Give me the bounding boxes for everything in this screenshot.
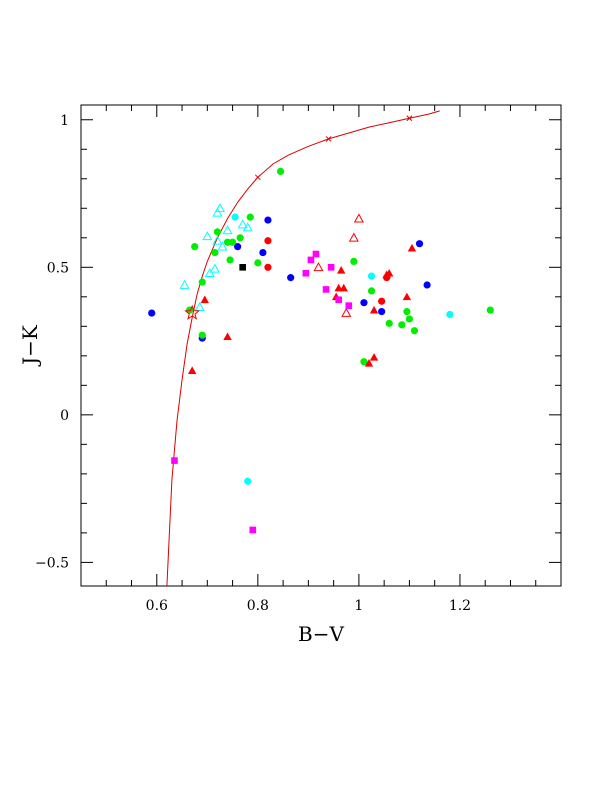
data-point-green-circle — [276, 167, 285, 175]
data-point-magenta-square — [345, 302, 353, 309]
tick-labels-group: 0.6 0.8 1 1.2 −0.5 0 0.5 1 — [35, 113, 471, 614]
data-point-magenta-square — [322, 286, 330, 293]
x-axis-label: B−V — [298, 622, 344, 646]
data-point-cyan-triangle-open — [204, 267, 215, 278]
data-point-red-circle — [264, 263, 272, 271]
data-point-cyan-triangle-open — [212, 207, 223, 217]
x-tick-label: 1.2 — [449, 598, 471, 614]
y-tick-label: 0.5 — [47, 260, 69, 276]
data-point-blue-circle — [259, 248, 267, 257]
data-point-red-triangle — [369, 305, 379, 314]
data-point-red-circle — [378, 297, 386, 305]
data-point-blue-circle — [378, 307, 386, 316]
data-point-green-circle — [213, 228, 222, 236]
data-point-green-circle — [191, 243, 199, 251]
y-tick-label: 0 — [60, 408, 69, 424]
data-point-cyan-triangle-open — [237, 219, 248, 229]
data-point-cyan-triangle-open — [194, 301, 205, 311]
data-point-green-circle — [223, 238, 232, 246]
data-point-red-triangle — [223, 332, 232, 341]
data-point-green-circle — [403, 307, 411, 316]
data-point-green-circle — [226, 256, 234, 264]
data-point-cyan-triangle-open — [242, 222, 253, 232]
data-point-red-triangle-open — [341, 307, 352, 317]
y-tick-label: 1 — [60, 113, 69, 129]
data-point-green-circle — [360, 358, 368, 366]
data-point-green-circle — [236, 234, 244, 242]
data-point-magenta-square — [249, 526, 257, 534]
data-point-magenta-square — [171, 457, 178, 464]
data-point-red-triangle — [337, 266, 346, 274]
data-point-magenta-square — [327, 264, 335, 271]
data-point-green-circle — [350, 257, 358, 265]
data-point-green-circle — [385, 319, 393, 327]
curve-x-marker-stroke — [254, 174, 261, 181]
data-point-blue-circle — [234, 243, 242, 251]
plot-frame — [80, 104, 562, 587]
data-point-green-circle — [254, 259, 262, 267]
data-point-red-triangle — [385, 269, 394, 277]
data-point-cyan-circle — [231, 213, 239, 221]
curve-x-marker — [254, 174, 261, 181]
data-point-blue-circle — [360, 299, 368, 307]
data-point-cyan-triangle-open — [214, 203, 225, 213]
x-tick-label: 1 — [354, 598, 363, 614]
data-point-green-circle — [398, 321, 406, 329]
data-point-cyan-circle — [244, 477, 252, 485]
curve-x-marker — [406, 115, 413, 122]
data-point-cyan-triangle-open — [202, 231, 213, 241]
data-point-blue-circle — [264, 216, 272, 224]
data-point-green-circle — [486, 306, 494, 314]
data-point-blue-circle — [287, 274, 295, 282]
data-point-green-circle — [211, 248, 219, 257]
data-point-red-triangle — [339, 283, 348, 292]
data-point-cyan-circle — [446, 310, 454, 319]
model-curve — [166, 110, 440, 586]
model-curve-group — [166, 110, 440, 586]
y-tick-label: −0.5 — [35, 555, 69, 571]
data-point-blue-circle — [423, 281, 431, 289]
data-point-black-square — [239, 264, 246, 271]
data-point-red-triangle — [407, 243, 417, 252]
x-tick-label: 0.8 — [247, 598, 269, 614]
data-point-red-circle — [264, 237, 272, 245]
plot-border — [80, 104, 562, 587]
sun-star-marker — [184, 304, 201, 320]
data-point-magenta-square — [302, 269, 310, 277]
data-point-cyan-triangle-open — [222, 225, 233, 235]
data-point-cyan-triangle-open — [217, 241, 228, 251]
data-point-green-circle — [367, 287, 376, 295]
data-point-magenta-square — [312, 250, 320, 258]
data-point-magenta-square — [307, 256, 315, 264]
curve-x-marker-stroke — [406, 115, 413, 122]
data-point-magenta-square — [335, 296, 342, 304]
data-point-cyan-triangle-open — [212, 235, 223, 245]
curve-x-marker — [325, 136, 332, 142]
data-point-red-triangle — [200, 295, 209, 304]
x-tick-label: 0.6 — [146, 598, 168, 614]
data-point-green-circle — [405, 315, 414, 323]
data-point-green-circle — [410, 327, 419, 335]
data-point-cyan-circle — [367, 272, 376, 280]
y-axis-label: J−K — [18, 324, 42, 367]
data-point-red-triangle — [402, 292, 412, 301]
data-point-cyan-triangle-open — [209, 263, 220, 273]
data-point-red-triangle — [364, 359, 374, 367]
data-point-red-triangle — [369, 353, 379, 361]
data-point-green-circle — [246, 213, 254, 221]
data-point-red-triangle-open — [353, 213, 364, 223]
data-point-green-circle — [198, 331, 206, 339]
data-point-green-circle — [228, 238, 237, 246]
data-point-red-triangle-open — [348, 232, 359, 242]
data-point-green-circle — [198, 278, 206, 286]
data-point-cyan-triangle-open — [179, 279, 190, 289]
data-point-red-triangle-open — [313, 262, 324, 272]
curve-x-marker-stroke — [325, 136, 332, 142]
data-point-blue-circle — [148, 309, 156, 317]
data-point-red-triangle — [187, 366, 197, 374]
data-points-group — [148, 167, 494, 534]
data-point-blue-circle — [415, 240, 424, 248]
